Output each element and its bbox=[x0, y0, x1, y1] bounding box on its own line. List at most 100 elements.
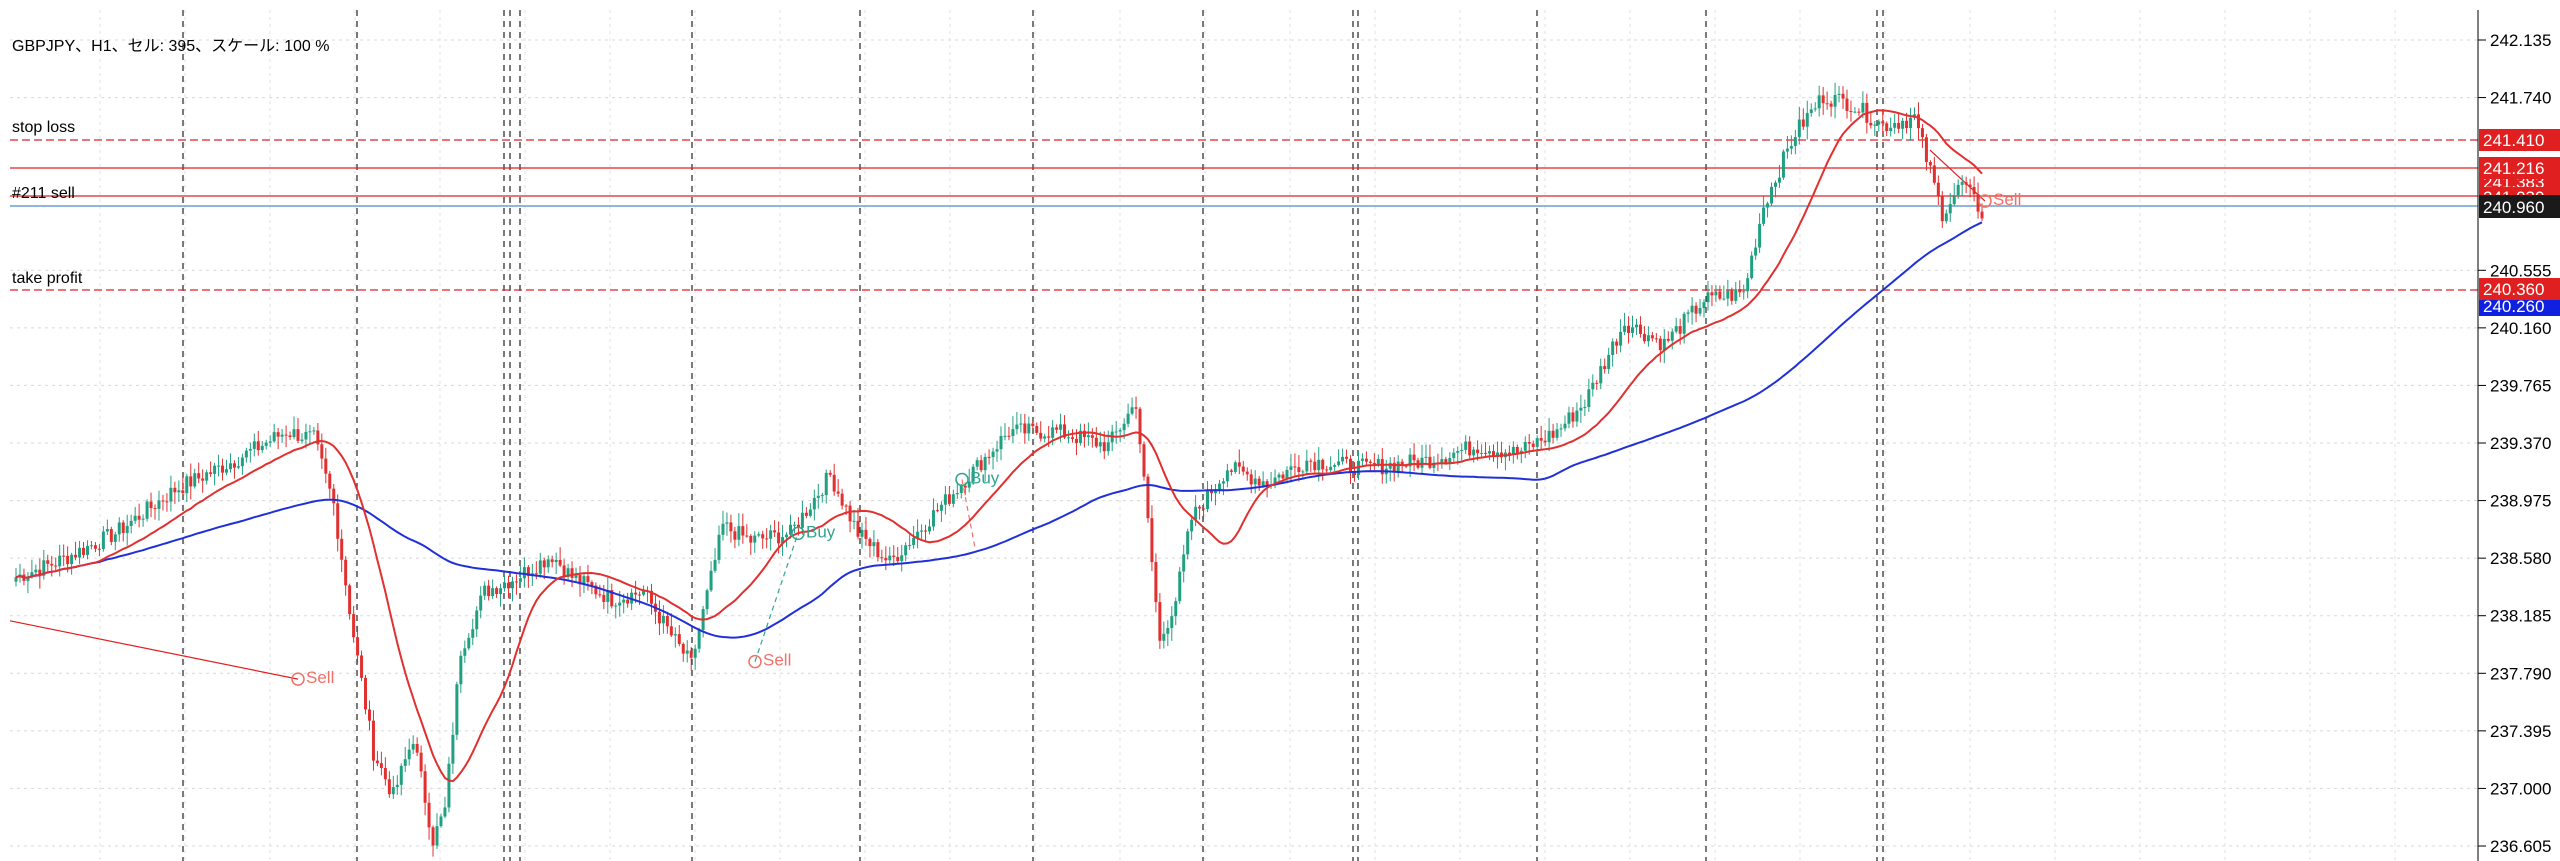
candle-body bbox=[737, 526, 741, 540]
candle-body bbox=[1956, 184, 1960, 196]
candle-body bbox=[1293, 466, 1297, 468]
price-axis[interactable]: 242.135 241.740 240.555 240.160 239.765 239.3… bbox=[2477, 10, 2560, 861]
candle-body bbox=[1722, 298, 1726, 300]
period-separators bbox=[182, 10, 1884, 861]
candle-body bbox=[1595, 382, 1599, 384]
candle-body bbox=[1480, 452, 1484, 454]
candle-body bbox=[141, 518, 145, 520]
candle-body bbox=[1845, 98, 1849, 111]
candle-body bbox=[173, 487, 177, 493]
candle-body bbox=[1579, 407, 1583, 411]
candle-body bbox=[661, 615, 665, 624]
candle-body bbox=[1718, 291, 1722, 299]
candle-body bbox=[705, 590, 709, 610]
candle-body bbox=[471, 629, 475, 638]
candle-body bbox=[260, 445, 264, 451]
candle-body bbox=[1511, 446, 1515, 456]
candle-body bbox=[1472, 449, 1476, 456]
candle-body bbox=[50, 563, 54, 566]
candle-body bbox=[304, 431, 308, 440]
candle-body bbox=[1074, 438, 1078, 443]
candle-body bbox=[1404, 465, 1408, 467]
trade-arrow-label: Buy bbox=[970, 468, 1000, 487]
candle-body bbox=[1877, 121, 1881, 125]
price-tick-label: 236.605 bbox=[2490, 837, 2551, 856]
candle-body bbox=[983, 456, 987, 471]
candle-body bbox=[999, 436, 1003, 450]
candle-body bbox=[256, 441, 260, 451]
candle-body bbox=[300, 439, 304, 441]
candle-body bbox=[1909, 117, 1913, 129]
candle-body bbox=[117, 522, 121, 535]
candle-body bbox=[1686, 312, 1690, 314]
candle-body bbox=[1067, 437, 1071, 439]
candle-body bbox=[828, 472, 832, 475]
candle-body bbox=[1364, 458, 1368, 462]
candle-body bbox=[1897, 122, 1901, 129]
candle-body bbox=[1646, 335, 1650, 342]
candle-body bbox=[900, 555, 904, 562]
trade-arrow-label: Sell bbox=[1993, 190, 2021, 209]
candle-body bbox=[399, 765, 403, 785]
trade-history-line bbox=[1929, 149, 1986, 202]
candle-body bbox=[1619, 331, 1623, 346]
candle-body bbox=[89, 545, 93, 547]
candle-body bbox=[169, 487, 173, 502]
candle-body bbox=[1170, 616, 1174, 629]
candle-body bbox=[1873, 124, 1877, 126]
candle-body bbox=[1059, 424, 1063, 430]
candle-body bbox=[367, 709, 371, 721]
candle-body bbox=[1936, 182, 1940, 196]
candle-body bbox=[451, 734, 455, 764]
candle-body bbox=[276, 432, 280, 437]
candle-body bbox=[1714, 291, 1718, 296]
candle-body bbox=[1031, 423, 1035, 427]
candle-body bbox=[1535, 438, 1539, 447]
candle-body bbox=[1583, 407, 1587, 409]
candle-body bbox=[594, 585, 598, 595]
candle-body bbox=[1547, 430, 1551, 443]
candle-body bbox=[161, 500, 165, 502]
candle-body bbox=[308, 431, 312, 433]
candle-body bbox=[459, 655, 463, 685]
candle-body bbox=[1746, 278, 1750, 292]
candle-body bbox=[296, 429, 300, 441]
candle-body bbox=[1360, 458, 1364, 461]
candle-body bbox=[606, 590, 610, 602]
candle-body bbox=[1555, 429, 1559, 438]
candle-body bbox=[447, 763, 451, 808]
candle-body bbox=[1198, 506, 1202, 509]
candle-body bbox=[1229, 470, 1233, 472]
candle-body bbox=[360, 655, 364, 678]
trade-history-lines bbox=[9, 149, 1986, 680]
candle-body bbox=[578, 575, 582, 585]
moving-average-fast bbox=[15, 109, 1983, 783]
candle-body bbox=[808, 509, 812, 516]
candle-body bbox=[1940, 195, 1944, 222]
candle-body bbox=[1345, 456, 1349, 459]
candle-body bbox=[240, 457, 244, 467]
price-tag-open: 241.216 bbox=[2479, 157, 2560, 179]
candle-body bbox=[1841, 93, 1845, 99]
candle-body bbox=[1631, 327, 1635, 333]
candle-body bbox=[419, 752, 423, 772]
candle-body bbox=[1833, 94, 1837, 107]
candle-body bbox=[1702, 302, 1706, 309]
candle-body bbox=[312, 430, 316, 432]
candle-body bbox=[1023, 423, 1027, 434]
candle-body bbox=[546, 559, 550, 568]
candle-body bbox=[1654, 338, 1658, 340]
candle-body bbox=[649, 590, 653, 604]
candle-body bbox=[788, 524, 792, 535]
candle-body bbox=[1249, 474, 1253, 485]
candle-body bbox=[371, 720, 375, 761]
candle-body bbox=[987, 456, 991, 458]
candle-body bbox=[1217, 483, 1221, 490]
candle-body bbox=[1853, 111, 1857, 113]
candle-body bbox=[1690, 305, 1694, 313]
candle-body bbox=[1678, 326, 1682, 334]
candle-body bbox=[526, 567, 530, 577]
candle-body bbox=[991, 451, 995, 458]
candle-body bbox=[1821, 95, 1825, 104]
